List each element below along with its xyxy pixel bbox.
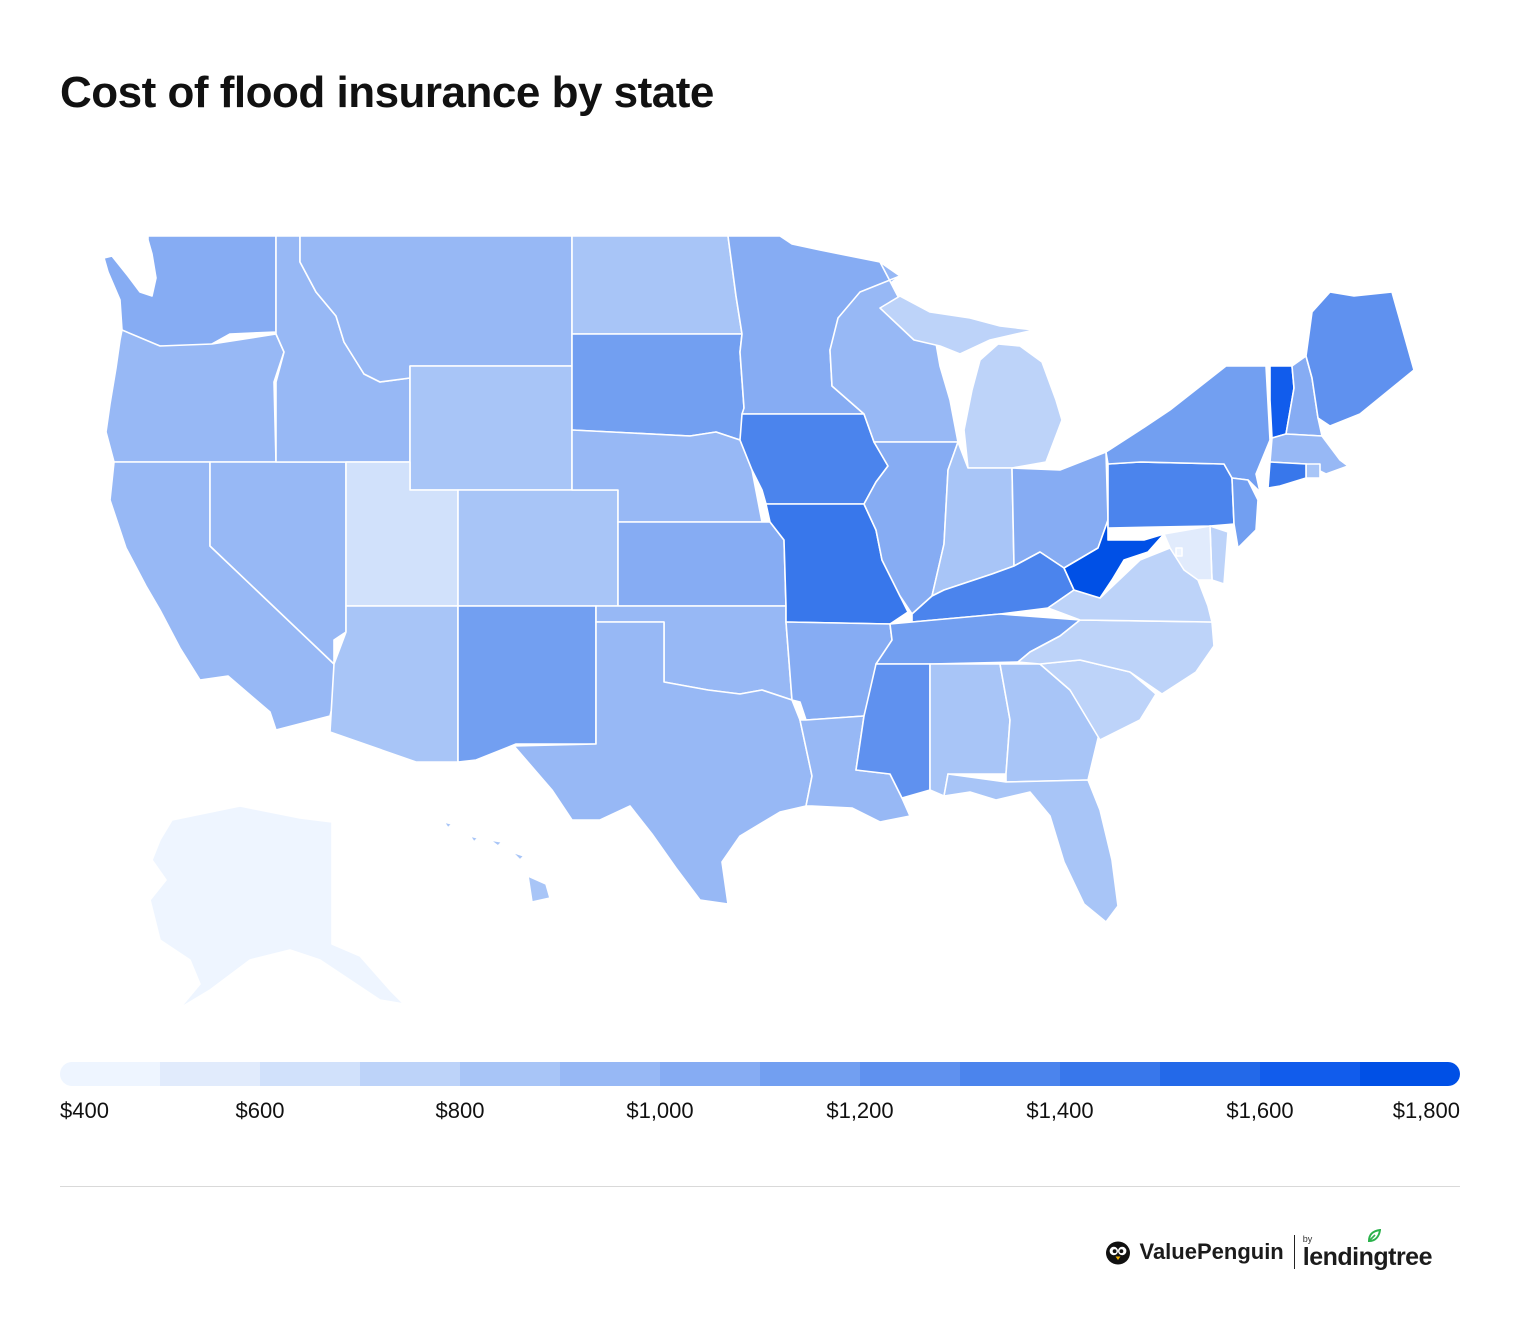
state-co[interactable] (457, 489, 619, 607)
legend-swatch (660, 1062, 760, 1086)
state-az[interactable] (329, 605, 459, 763)
state-me[interactable] (1305, 291, 1415, 427)
legend-swatch (860, 1062, 960, 1086)
state-wv[interactable] (1063, 519, 1165, 599)
legend-swatch (1160, 1062, 1260, 1086)
state-md[interactable] (1163, 525, 1213, 581)
state-nc[interactable] (1017, 619, 1215, 695)
color-legend (60, 1062, 1460, 1086)
state-ri[interactable] (1305, 463, 1321, 479)
state-hi[interactable] (443, 821, 551, 903)
state-ia[interactable] (739, 413, 889, 505)
legend-tick-label: $1,600 (1226, 1098, 1294, 1123)
page-title: Cost of flood insurance by state (60, 68, 714, 117)
state-ne[interactable] (571, 429, 763, 523)
state-ma[interactable] (1269, 433, 1349, 475)
state-fl[interactable] (943, 773, 1119, 923)
state-mi[interactable] (879, 295, 1063, 469)
state-al[interactable] (929, 663, 1011, 797)
us-choropleth-map (103, 235, 1415, 1009)
divider (60, 1186, 1460, 1187)
legend-swatch (960, 1062, 1060, 1086)
state-ks[interactable] (617, 521, 787, 607)
valuepenguin-logo: ValuePenguin (1105, 1239, 1284, 1265)
legend-swatch (260, 1062, 360, 1086)
lendingtree-logo: by lendingtree (1303, 1228, 1433, 1270)
legend-tick-label: $1,200 (826, 1098, 894, 1123)
legend-swatch (1260, 1062, 1360, 1086)
state-wy[interactable] (409, 365, 573, 491)
state-tx[interactable] (513, 621, 813, 905)
state-wa[interactable] (103, 235, 277, 349)
legend-tick-label: $400 (60, 1098, 109, 1123)
state-dc[interactable] (1175, 547, 1183, 557)
leaf-icon (1367, 1228, 1381, 1242)
state-ak[interactable] (149, 805, 405, 1009)
state-or[interactable] (105, 329, 285, 463)
state-ct[interactable] (1267, 461, 1307, 489)
state-ny[interactable] (1105, 365, 1271, 493)
penguin-icon (1106, 1241, 1131, 1265)
legend-swatch (1060, 1062, 1160, 1086)
legend-swatch (60, 1062, 160, 1086)
legend-swatch (160, 1062, 260, 1086)
state-nm[interactable] (457, 605, 597, 763)
state-de[interactable] (1209, 525, 1229, 585)
state-nj[interactable] (1231, 477, 1259, 549)
brand-separator (1293, 1235, 1295, 1269)
legend-swatch (1360, 1062, 1460, 1086)
brand-logo: ValuePenguin by lendingtree (1105, 1228, 1433, 1272)
legend-tick-label: $1,000 (626, 1098, 694, 1123)
state-sd[interactable] (571, 333, 745, 441)
state-nd[interactable] (571, 235, 743, 335)
legend-tick-label: $800 (435, 1098, 485, 1123)
legend-swatch (560, 1062, 660, 1086)
legend-swatch (360, 1062, 460, 1086)
legend-tick-label: $1,800 (1392, 1098, 1460, 1123)
legend-tick-label: $600 (235, 1098, 285, 1123)
legend-tick-label: $1,400 (1026, 1098, 1094, 1123)
legend-swatch (760, 1062, 860, 1086)
state-pa[interactable] (1107, 461, 1235, 529)
legend-swatch (460, 1062, 560, 1086)
legend-ticks: $400 $600 $800 $1,000 $1,200 $1,400 $1,600 $1,8… (0, 1098, 1520, 1128)
